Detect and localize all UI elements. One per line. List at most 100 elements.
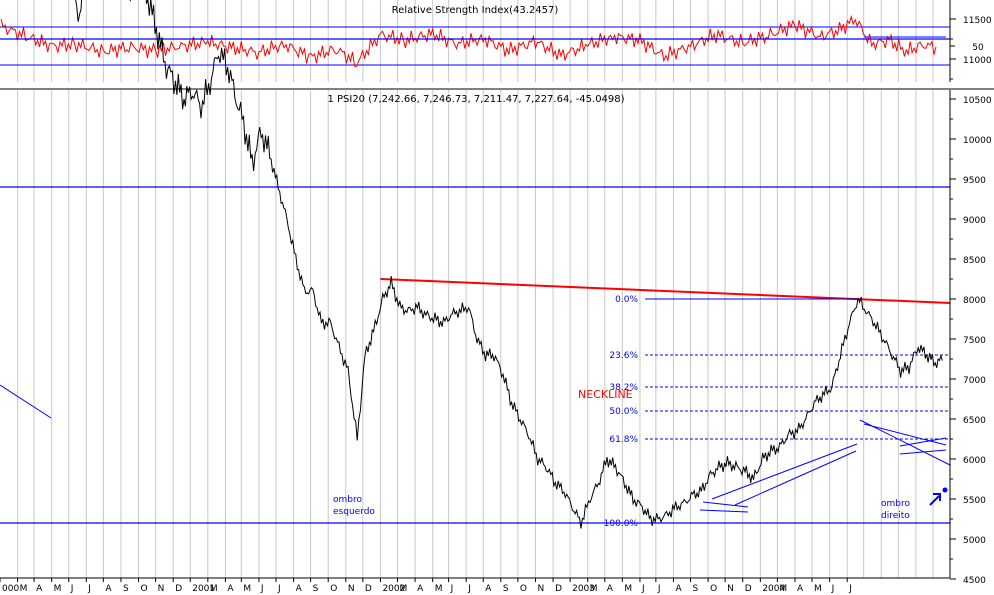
rsi-series-line: [0, 14, 937, 67]
trend-channels: [699, 419, 951, 513]
x-tick-label: 2004: [762, 584, 785, 594]
x-tick-label: A: [797, 584, 804, 594]
price-y-tick-label: 7000: [963, 376, 986, 386]
x-tick-label: M: [779, 584, 787, 594]
price-y-tick-label: 10500: [963, 96, 992, 106]
price-title: 1 PSI20 (7,242.66, 7,246.73, 7,211.47, 7…: [327, 94, 624, 105]
channel-line: [702, 501, 749, 508]
price-y-tick-label: 11000: [963, 56, 992, 66]
rsi-guide-lines: [0, 26, 950, 66]
price-y-tick-label: 10000: [963, 136, 992, 146]
x-tick-label: A: [227, 584, 234, 594]
x-tick-label: O: [330, 584, 337, 594]
channel-line: [734, 450, 857, 506]
channel-line: [899, 437, 947, 447]
x-tick-label: N: [348, 584, 355, 594]
price-y-tick-label: 5000: [963, 536, 986, 546]
x-tick-label: D: [365, 584, 372, 594]
annotation-line: ombro: [881, 499, 910, 509]
price-grid: [17, 90, 934, 578]
rsi-y-tick-label: 50: [972, 43, 984, 53]
x-tick-label: A: [417, 584, 424, 594]
rsi-grid: [17, 0, 934, 82]
x-tick-label: J: [467, 584, 471, 594]
price-y-tick-label: 9000: [963, 216, 986, 226]
price-y-tick-label: 6000: [963, 456, 986, 466]
x-tick-label: S: [692, 584, 698, 594]
price-y-tick-label: 8500: [963, 256, 986, 266]
trendline-left: [0, 384, 52, 419]
channel-line: [863, 423, 947, 446]
annotation-ombro-esquerdo: ombro esquerdo: [333, 495, 375, 517]
fib-label: 61.8%: [609, 435, 638, 445]
x-tick-label: J: [641, 584, 645, 594]
price-y-tick-label: 5500: [963, 496, 986, 506]
x-tick-label: 2001: [192, 584, 215, 594]
x-tick-label: S: [503, 584, 509, 594]
x-tick-label: D: [175, 584, 182, 594]
x-tick-label: S: [313, 584, 319, 594]
x-tick-label: 000: [2, 584, 19, 594]
neckline-label: NECKLINE: [578, 388, 633, 401]
x-tick-label: M: [54, 584, 62, 594]
x-tick-label: A: [36, 584, 43, 594]
price-y-tick-label: 8000: [963, 296, 986, 306]
x-tick-label: A: [105, 584, 112, 594]
annotation-left-shoulder: ombro esquerdo: [333, 495, 375, 517]
x-tick-label: 2002: [382, 584, 405, 594]
x-tick-label: D: [745, 584, 752, 594]
x-tick-label: J: [70, 584, 74, 594]
x-tick-label: 2003: [572, 584, 595, 594]
price-y-tick-label: 11500: [963, 16, 992, 26]
x-tick-label: J: [848, 584, 852, 594]
channel-line: [859, 419, 951, 466]
price-series-line: [75, 0, 943, 529]
annotation-line: direito: [881, 511, 910, 521]
x-tick-label: A: [675, 584, 682, 594]
x-tick-label: A: [485, 584, 492, 594]
x-tick-label: J: [831, 584, 835, 594]
x-tick-label: O: [141, 584, 148, 594]
x-tick-label: J: [277, 584, 281, 594]
x-tick-label: S: [123, 584, 129, 594]
channel-line: [699, 509, 749, 513]
fib-label: 38.2%: [609, 383, 638, 393]
x-tick-label: M: [814, 584, 822, 594]
x-tick-label: M: [243, 584, 251, 594]
fib-label: 100.0%: [604, 519, 639, 529]
target-dot: [942, 487, 948, 493]
x-tick-label: M: [20, 584, 28, 594]
fib-label: 50.0%: [609, 407, 638, 417]
price-y-tick-label: 6500: [963, 416, 986, 426]
x-tick-label: J: [260, 584, 264, 594]
x-tick-label: O: [710, 584, 717, 594]
x-tick-label: J: [450, 584, 454, 594]
annotation-line: esquerdo: [333, 507, 375, 517]
fibonacci-levels: 0.0% 23.6% 38.2% 50.0% 61.8% 100.0%: [604, 295, 950, 529]
x-tick-label: J: [87, 584, 91, 594]
x-tick-label: O: [520, 584, 527, 594]
annotation-line: ombro: [333, 495, 362, 505]
price-y-tick-label: 9500: [963, 176, 986, 186]
rsi-title: Relative Strength Index(43.2457): [392, 5, 559, 16]
annotation-right-shoulder: ombro direito: [881, 499, 910, 521]
x-tick-label: N: [727, 584, 734, 594]
channel-line: [711, 443, 858, 500]
x-tick-label: N: [158, 584, 165, 594]
x-tick-label: N: [537, 584, 544, 594]
x-tick-label: M: [624, 584, 632, 594]
annotation-ombro-direito: ombro direito: [881, 487, 948, 521]
x-tick-label: D: [555, 584, 562, 594]
x-tick-label: J: [657, 584, 661, 594]
price-y-tick-label: 7500: [963, 336, 986, 346]
rsi-y-axis: 50: [950, 43, 984, 53]
x-tick-label: M: [590, 584, 598, 594]
x-tick-label: A: [607, 584, 614, 594]
price-y-axis: 4500 5000 5500 6000 6500 7000 7500 8000 8500 9000…: [950, 16, 992, 586]
x-tick-label: M: [399, 584, 407, 594]
fib-label: 23.6%: [609, 351, 638, 361]
arrow-icon: [929, 493, 941, 506]
